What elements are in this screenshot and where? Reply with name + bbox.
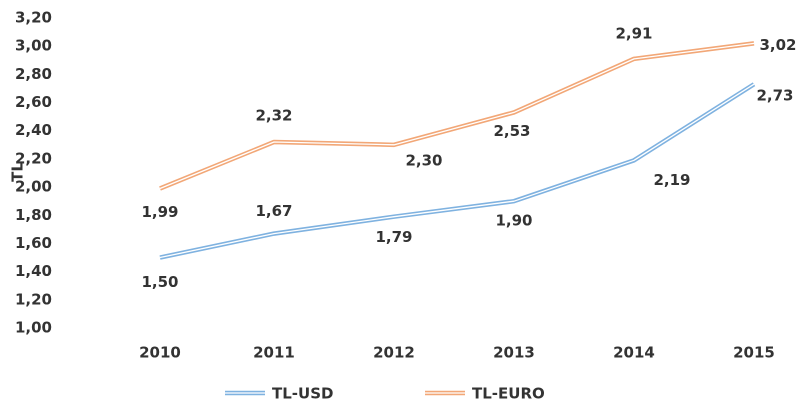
x-tick-label: 2014: [613, 344, 655, 362]
data-label: 1,99: [141, 203, 178, 221]
data-label: 2,73: [756, 87, 793, 105]
y-tick-label: 2,60: [15, 93, 52, 111]
y-tick-label: 2,40: [15, 121, 52, 139]
legend-label: TL-USD: [272, 385, 333, 403]
x-tick-label: 2013: [493, 344, 535, 362]
data-label: 2,91: [615, 24, 652, 42]
y-tick-label: 3,00: [15, 37, 52, 55]
x-tick-label: 2010: [139, 344, 181, 362]
data-label: 1,50: [141, 273, 178, 291]
x-tick-label: 2012: [373, 344, 415, 362]
data-label: 1,79: [375, 228, 412, 246]
y-tick-label: 2,80: [15, 65, 52, 83]
data-label: 1,90: [495, 212, 532, 230]
data-label: 1,67: [255, 202, 292, 220]
series-line: [159, 41, 755, 191]
y-tick-label: 1,00: [15, 319, 52, 337]
y-axis-label: TL: [9, 162, 27, 182]
x-tick-label: 2011: [253, 344, 295, 362]
y-tick-label: 2,00: [15, 178, 52, 196]
data-label: 2,30: [405, 151, 442, 169]
y-tick-label: 3,20: [15, 9, 52, 27]
data-label: 3,02: [759, 36, 796, 54]
y-tick-label: 1,80: [15, 206, 52, 224]
data-label: 2,53: [493, 122, 530, 140]
y-tick-label: 1,60: [15, 234, 52, 252]
legend-label: TL-EURO: [472, 385, 545, 403]
x-tick-label: 2015: [733, 344, 775, 362]
y-tick-label: 1,40: [15, 262, 52, 280]
data-label: 2,32: [255, 107, 292, 125]
data-label: 2,19: [653, 171, 690, 189]
y-tick-label: 1,20: [15, 290, 52, 308]
series-line-core: [159, 42, 755, 190]
series-line-core: [159, 83, 755, 259]
y-tick-label: 2,20: [15, 149, 52, 167]
